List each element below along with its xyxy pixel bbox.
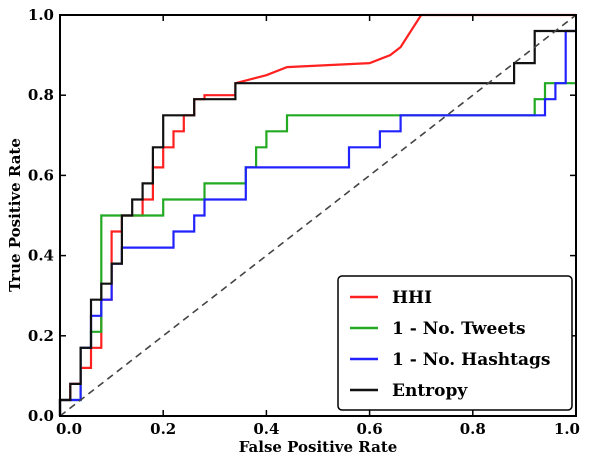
y-tick-label: 0.2 bbox=[28, 327, 54, 345]
axes-frame bbox=[59, 14, 577, 417]
y-tick-label: 0.4 bbox=[28, 247, 54, 265]
legend-box bbox=[337, 275, 573, 411]
series-line-2 bbox=[58, 29, 576, 416]
x-tick-label: 0.8 bbox=[460, 420, 486, 438]
x-tick-label: 1.0 bbox=[554, 420, 580, 438]
legend-label: Entropy bbox=[392, 381, 468, 401]
x-tick-label: 0.2 bbox=[150, 420, 176, 438]
legend-label: 1 - No. Tweets bbox=[392, 319, 526, 339]
legend-label: 1 - No. Hashtags bbox=[392, 350, 550, 370]
y-tick-label: 0.6 bbox=[28, 166, 54, 184]
y-tick-label: 1.0 bbox=[28, 6, 54, 24]
x-tick-label: 0.6 bbox=[357, 420, 383, 438]
y-tick-label: 0.8 bbox=[28, 86, 54, 104]
chance-diagonal-line bbox=[59, 14, 577, 417]
x-tick-label: 0.4 bbox=[253, 420, 279, 438]
series-line-3 bbox=[58, 29, 576, 416]
y-tick-label: 0.0 bbox=[28, 407, 54, 425]
plot-lines bbox=[58, 13, 577, 417]
legend-label: HHI bbox=[392, 288, 432, 308]
axis-ticks: 0.0 0.2 0.4 0.6 0.8 1.0 0.0 0.2 0.4 0.6 0.8 1.0 bbox=[28, 6, 580, 438]
x-tick-label: 0.0 bbox=[56, 420, 82, 438]
legend: HHI 1 - No. Tweets 1 - No. Hashtags Entropy bbox=[337, 275, 573, 411]
series-line-0 bbox=[58, 13, 576, 416]
y-axis-label: True Positive Rate bbox=[6, 138, 24, 292]
x-axis-label: False Positive Rate bbox=[239, 438, 398, 456]
